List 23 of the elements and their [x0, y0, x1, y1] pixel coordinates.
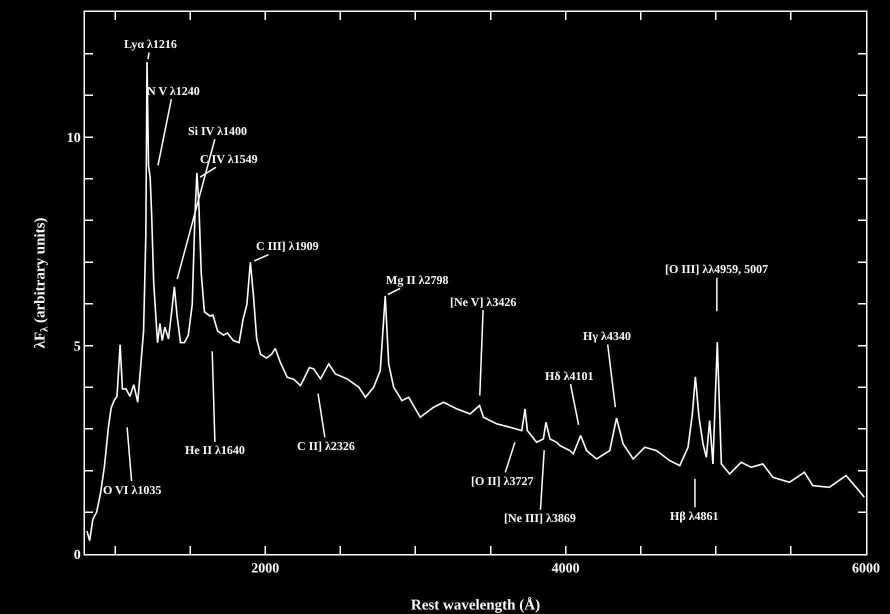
annotation: [O III] λλ4959, 5007	[665, 262, 768, 276]
annotation: He II λ1640	[185, 443, 245, 457]
y-tick-label: 5	[74, 339, 81, 354]
annotation: N V λ1240	[147, 84, 200, 98]
annotation: [O II] λ3727	[471, 474, 534, 488]
x-axis-title: Rest wavelength (Å)	[410, 596, 540, 614]
annotation: Mg II λ2798	[386, 273, 449, 287]
y-tick-label: 0	[74, 548, 81, 563]
x-tick-label: 6000	[852, 561, 880, 576]
x-tick-label: 4000	[552, 561, 580, 576]
annotation: C III] λ1909	[256, 239, 319, 253]
annotation: Si IV λ1400	[188, 124, 248, 138]
annotation: Lyα λ1216	[124, 37, 177, 51]
y-tick-label: 10	[66, 130, 81, 146]
annotation: Hβ λ4861	[670, 509, 719, 523]
annotation: O VI λ1035	[103, 483, 162, 497]
annotation: Hδ λ4101	[545, 369, 594, 383]
annotation: C II] λ2326	[297, 439, 355, 453]
annotation: [Ne V] λ3426	[450, 295, 516, 309]
annotation: C IV λ1549	[200, 152, 258, 166]
x-tick-label: 2000	[251, 561, 280, 576]
annotation: Hγ λ4340	[583, 329, 631, 343]
annotation: [Ne III] λ3869	[504, 511, 576, 525]
